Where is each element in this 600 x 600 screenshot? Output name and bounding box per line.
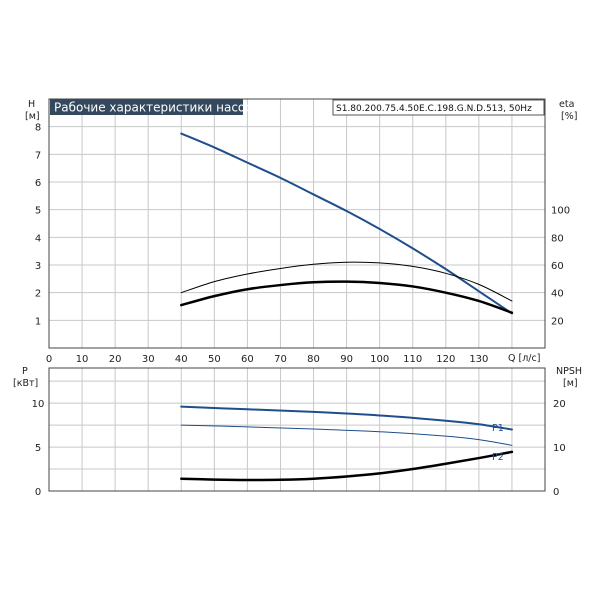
- y-left-tick-label-top: 7: [35, 150, 41, 161]
- y-left-tick-label-top: 6: [35, 178, 41, 189]
- bottom-series-line-2: [180, 450, 514, 482]
- x-tick-label: 30: [142, 354, 155, 365]
- x-tick-label: 20: [109, 354, 122, 365]
- grid-lines: [48, 98, 546, 492]
- y-left-tick-label-top: 5: [35, 206, 41, 217]
- x-axis-unit: Q [л/с]: [508, 353, 540, 364]
- x-tick-label: 50: [208, 354, 221, 365]
- x-tick-label: 110: [403, 354, 422, 365]
- y-right-tick-label-top: 40: [551, 289, 564, 300]
- top-series-line-0: [180, 132, 513, 315]
- curves: [180, 132, 514, 482]
- series-label-p1: P1: [492, 423, 504, 434]
- x-tick-label: 40: [175, 354, 188, 365]
- y-left-tick-label-bottom: 0: [35, 487, 41, 498]
- y-right-unit-bottom: [м]: [563, 378, 578, 389]
- y-left-tick-label-bottom: 10: [32, 399, 45, 410]
- model-box: [332, 99, 545, 116]
- y-right-tick-label-bottom: 10: [553, 443, 566, 454]
- y-right-tick-label-bottom: 0: [553, 487, 559, 498]
- y-right-label-bottom: NPSH: [556, 366, 582, 377]
- top-plot-frame: [48, 98, 546, 349]
- x-tick-label: 0: [46, 354, 52, 365]
- y-right-tick-label-top: 60: [551, 261, 564, 272]
- x-tick-label: 80: [307, 354, 320, 365]
- plot-frames: [48, 98, 546, 492]
- y-left-tick-label-top: 3: [35, 261, 41, 272]
- y-left-tick-label-top: 4: [35, 233, 41, 244]
- pump-model-label: S1.80.200.75.4.50E.C.198.G.N.D.513, 50Hz: [336, 104, 532, 114]
- y-left-label-top: H: [28, 99, 35, 110]
- x-tick-label: 130: [469, 354, 488, 365]
- x-tick-label: 120: [436, 354, 455, 365]
- chart-title: Рабочие характеристики насоса: [54, 101, 259, 115]
- x-tick-label: 60: [241, 354, 254, 365]
- y-right-tick-label-top: 20: [551, 316, 564, 327]
- y-left-unit-top: [м]: [25, 111, 40, 122]
- y-right-tick-label-bottom: 20: [553, 399, 566, 410]
- top-series-line-1: [180, 261, 513, 302]
- title-background: [50, 99, 243, 115]
- y-right-tick-label-top: 100: [551, 206, 570, 217]
- y-left-tick-label-top: 1: [35, 316, 41, 327]
- y-right-unit-top: [%]: [561, 111, 577, 122]
- x-tick-label: 10: [76, 354, 89, 365]
- top-series-line-2: [180, 280, 514, 314]
- y-right-tick-label-top: 80: [551, 233, 564, 244]
- tick-labels: 0 10 20 30 40 50 60 70 80 90 100 110 120 130123456782…: [32, 123, 570, 498]
- y-right-label-top: eta: [559, 99, 574, 110]
- y-left-unit-bottom: [кВт]: [13, 378, 38, 389]
- y-left-label-bottom: P: [22, 366, 28, 377]
- y-left-tick-label-top: 8: [35, 123, 41, 134]
- y-left-tick-label-bottom: 5: [35, 443, 41, 454]
- bottom-plot-frame: [48, 367, 546, 492]
- series-label-p2: P2: [492, 452, 504, 463]
- x-tick-label: 70: [274, 354, 287, 365]
- bottom-series-line-p2: [180, 424, 513, 446]
- y-left-tick-label-top: 2: [35, 289, 41, 300]
- bottom-series-line-p1: [180, 405, 513, 431]
- x-tick-label: 90: [340, 354, 353, 365]
- x-tick-label: 100: [370, 354, 389, 365]
